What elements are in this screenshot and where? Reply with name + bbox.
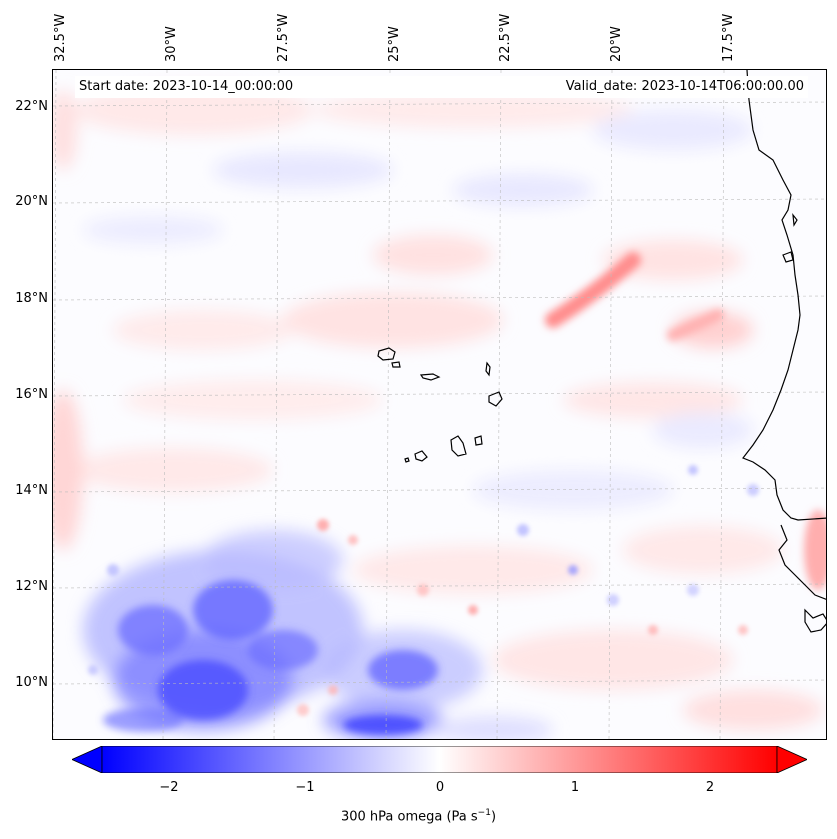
colorbar-extend-max xyxy=(776,746,807,773)
colorbar-gradient xyxy=(101,746,778,773)
colorbar-extend-min xyxy=(72,746,103,773)
colorbar-title-main: 300 hPa omega (Pa s xyxy=(340,809,478,825)
bijagos-islands xyxy=(804,608,826,633)
colorbar-title-exponent: −1 xyxy=(477,808,491,818)
lat-label-14n: 14°N xyxy=(15,483,48,498)
colorbar-title: 300 hPa omega (Pa s−1) xyxy=(0,808,837,824)
coast-islet-1 xyxy=(782,251,794,263)
lon-label-22-5w: 22.5°W xyxy=(498,13,513,62)
lat-label-20n: 20°N xyxy=(15,194,48,209)
colorbar-tick-label: −2 xyxy=(159,780,179,795)
cape-verde-sao-vicente xyxy=(391,361,401,368)
lon-label-32-5w: 32.5°W xyxy=(53,13,68,62)
colorbar-tick-label: 2 xyxy=(705,780,715,795)
cape-verde-santo-antao xyxy=(377,347,396,361)
lat-label-18n: 18°N xyxy=(15,291,48,306)
colorbar-tick-label: 1 xyxy=(570,780,580,795)
lon-label-25w: 25°W xyxy=(387,26,402,62)
lat-label-10n: 10°N xyxy=(15,675,48,690)
lat-label-12n: 12°N xyxy=(15,579,48,594)
cape-verde-boa-vista xyxy=(488,391,503,407)
date-banner: Start date: 2023-10-14_00:00:00 Valid_da… xyxy=(75,76,808,98)
lon-label-20w: 20°W xyxy=(609,26,624,62)
valid-date-label: Valid_date: 2023-10-14T06:00:00.00 xyxy=(565,79,804,94)
strong-features xyxy=(103,252,826,735)
omega-field-svg xyxy=(53,70,826,739)
lon-label-30w: 30°W xyxy=(164,26,179,62)
coastlines xyxy=(377,70,826,633)
coast-islet-2 xyxy=(792,213,798,227)
cape-verde-fogo xyxy=(414,450,428,462)
africa-coastline-south xyxy=(778,524,826,600)
africa-coastline xyxy=(742,70,826,521)
omega-colorbar xyxy=(72,746,807,773)
cape-verde-santiago xyxy=(450,435,467,457)
colorbar-title-end: ) xyxy=(490,809,497,825)
lat-label-22n: 22°N xyxy=(15,99,48,114)
cape-verde-brava xyxy=(404,457,410,463)
start-date-label: Start date: 2023-10-14_00:00:00 xyxy=(79,79,294,94)
cape-verde-sal xyxy=(485,361,491,377)
lon-label-27-5w: 27.5°W xyxy=(276,13,291,62)
omega-map: Start date: 2023-10-14_00:00:00 Valid_da… xyxy=(52,69,827,740)
colorbar-tick-label: 0 xyxy=(435,780,445,795)
colorbar-tick-label: −1 xyxy=(295,780,315,795)
cape-verde-maio xyxy=(474,435,483,446)
lon-label-17-5w: 17.5°W xyxy=(721,13,736,62)
cape-verde-sao-nicolau xyxy=(419,373,441,381)
lat-label-16n: 16°N xyxy=(15,387,48,402)
field-speckles xyxy=(88,465,759,716)
gridlines xyxy=(53,70,826,739)
